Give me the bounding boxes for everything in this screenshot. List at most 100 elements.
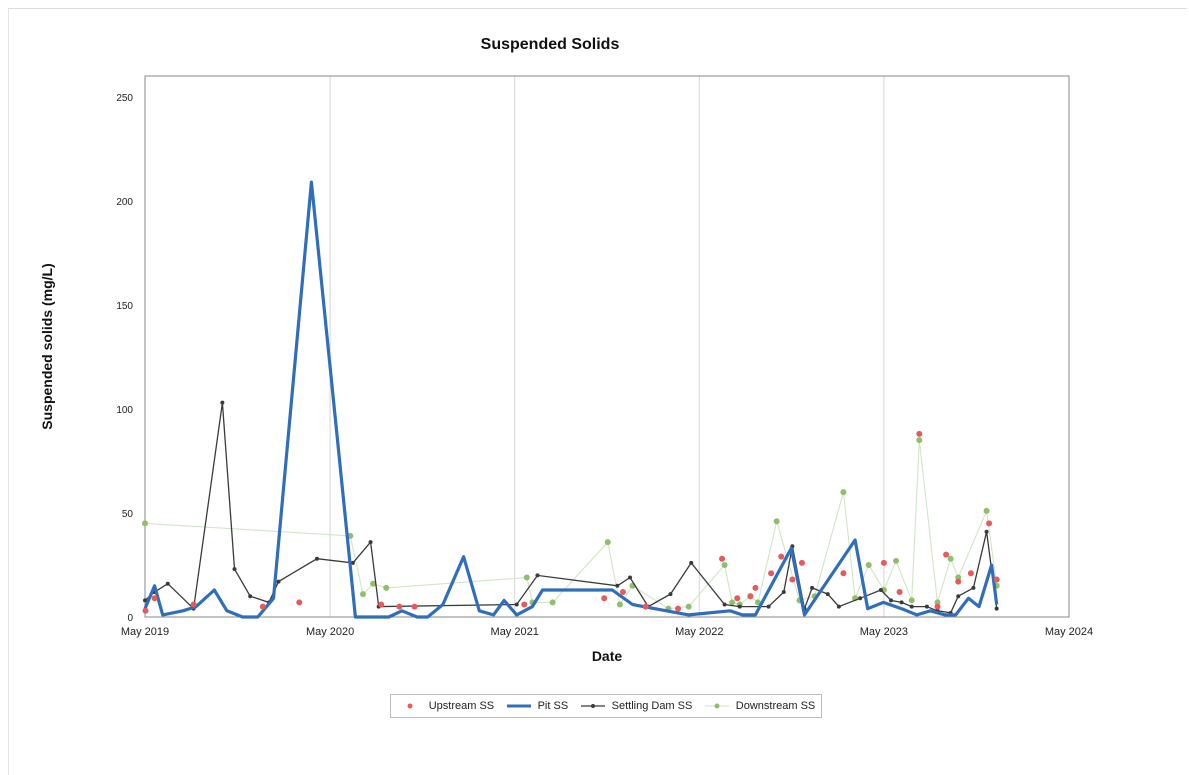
data-point [955,574,962,581]
data-point [232,567,237,572]
data-point [993,576,1000,583]
data-point [378,601,385,608]
legend-label-upstream: Upstream SS [428,700,495,712]
legend-label-settling-dam: Settling Dam SS [611,700,693,712]
data-point [840,489,847,496]
data-point [675,605,682,612]
chart-frame [8,8,1187,775]
x-tick-label: May 2023 [860,626,908,638]
x-tick-label: May 2020 [306,626,354,638]
data-point [628,575,633,580]
data-point [865,561,872,568]
series-line [144,440,998,610]
data-point [719,555,726,562]
data-point [971,585,976,590]
x-tick-label: May 2022 [675,626,723,638]
series-downstream-ss [142,437,1000,612]
legend-item-upstream: Upstream SS [397,700,494,712]
data-point [899,600,904,605]
legend-label-downstream: Downstream SS [735,700,816,712]
legend-swatch-downstream [704,703,729,709]
y-tick-label: 200 [116,197,133,208]
data-point [880,559,887,566]
data-point [350,560,355,565]
data-point [685,603,692,610]
legend-swatch-upstream [407,703,413,709]
data-point [766,604,771,609]
data-point [994,606,999,611]
data-point [789,576,796,583]
data-point [916,437,923,444]
data-point [734,595,741,602]
data-point [142,607,149,614]
legend: Upstream SS Pit SS Settling Dam SS Downs… [390,694,822,718]
x-tick-label: May 2019 [121,626,169,638]
legend-label-pit: Pit SS [537,700,569,712]
data-point [721,561,728,568]
data-point [143,598,147,603]
data-point [909,604,914,609]
series-pit-ss [143,180,999,619]
legend-swatch-settling-dam [580,704,605,708]
data-point [616,601,623,608]
x-tick-label: May 2024 [1045,626,1093,638]
data-point [934,603,941,610]
data-point [810,585,815,590]
data-point [896,589,903,596]
data-point [521,601,528,608]
data-point [220,400,225,405]
data-point [601,595,608,602]
y-tick-label: 0 [127,613,133,624]
data-point [924,604,929,609]
data-point [604,539,611,546]
data-point [984,529,989,534]
y-tick-label: 150 [116,301,133,312]
series-line [144,402,998,614]
data-point [893,557,900,564]
data-point [916,430,923,437]
data-point [955,578,962,585]
data-point [368,540,373,545]
data-point [383,584,390,591]
legend-item-pit: Pit SS [506,700,569,712]
data-point [514,602,519,607]
data-point [778,553,785,560]
data-point [549,599,556,606]
data-point [535,573,540,578]
data-point [967,570,974,577]
data-point [773,518,780,525]
grid-lines [329,76,885,617]
data-point [668,592,673,597]
data-point [276,579,281,584]
data-point [747,593,754,600]
x-axis: May 2019 May 2020 May 2021 May 2022 May 2023… [121,626,1093,638]
data-point [523,574,530,581]
plot-area [144,75,1070,618]
data-point [642,603,649,610]
legend-item-downstream: Downstream SS [704,700,815,712]
data-point [615,583,620,588]
data-point [754,599,761,606]
x-tick-label: May 2021 [491,626,539,638]
chart-title: Suspended Solids [480,36,620,53]
y-axis: 0 50 100 150 200 250 [116,93,133,624]
data-point [248,594,253,599]
legend-swatch-pit [506,704,531,708]
data-point [689,560,694,565]
data-point [619,589,626,596]
data-point [151,595,158,602]
data-point [165,581,170,586]
data-point [752,584,759,591]
data-point [314,556,319,561]
data-point [722,602,727,607]
y-axis-label: Suspended solids (mg/L) [39,263,55,429]
data-point [947,555,954,562]
data-point [729,599,736,606]
data-point [956,594,961,599]
data-point [296,599,303,606]
data-point [836,604,841,609]
data-point [983,507,990,514]
data-point [396,603,403,610]
y-tick-label: 250 [116,93,133,104]
series-upstream-ss [142,430,1000,614]
